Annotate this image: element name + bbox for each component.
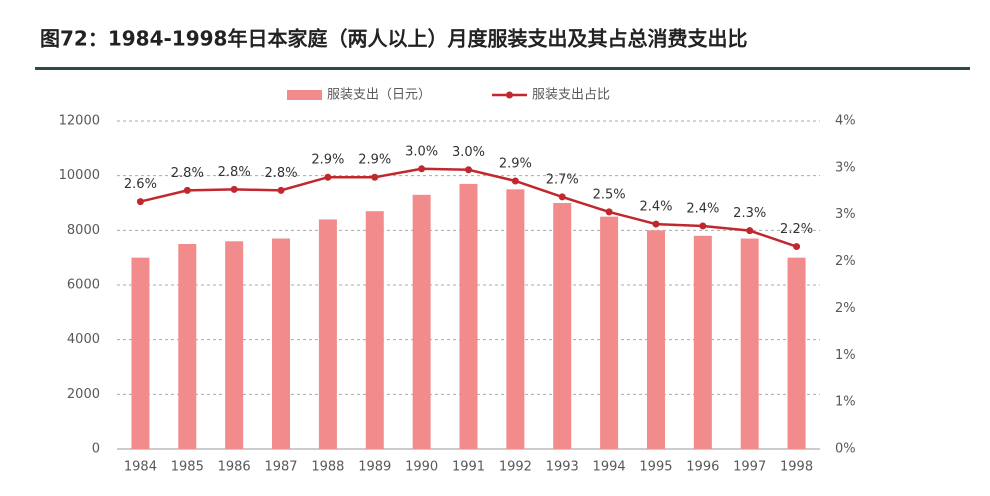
x-tick-label: 1992 <box>499 460 532 475</box>
x-tick-label: 1996 <box>686 460 719 475</box>
point <box>136 198 144 206</box>
data-label: 2.6% <box>124 177 157 192</box>
data-label: 2.2% <box>780 222 813 237</box>
x-tick-label: 1986 <box>218 460 251 475</box>
data-label: 3.0% <box>452 145 485 160</box>
bar <box>740 238 759 449</box>
y-tick-label: 4000 <box>67 332 100 347</box>
x-tick-label: 1998 <box>780 460 813 475</box>
data-label: 2.4% <box>686 201 719 216</box>
y-tick-label: 6000 <box>67 278 100 293</box>
point <box>652 220 660 228</box>
data-label: 3.0% <box>405 144 438 159</box>
y2-tick-label: 2% <box>835 301 856 316</box>
y2-tick-label: 1% <box>835 395 856 410</box>
bar <box>553 203 572 449</box>
y-tick-label: 0 <box>92 442 100 457</box>
point <box>605 208 613 216</box>
data-label: 2.3% <box>733 206 766 221</box>
legend-swatch <box>506 91 513 99</box>
x-tick-label: 1991 <box>452 460 485 475</box>
x-tick-label: 1997 <box>733 460 766 475</box>
point <box>746 227 754 235</box>
x-tick-label: 1995 <box>639 460 672 475</box>
point <box>277 186 285 194</box>
point <box>793 243 801 251</box>
bar <box>272 238 291 449</box>
point <box>558 193 566 201</box>
point <box>183 186 191 194</box>
y-tick-label: 12000 <box>59 114 100 129</box>
y-tick-label: 8000 <box>67 223 100 238</box>
bar <box>178 244 197 449</box>
bar <box>646 230 665 449</box>
data-label: 2.7% <box>546 172 579 187</box>
bar <box>131 257 150 449</box>
x-tick-label: 1994 <box>593 460 626 475</box>
data-label: 2.4% <box>639 200 672 215</box>
legend-swatch <box>287 90 322 100</box>
legend-label: 服装支出（日元） <box>327 88 431 103</box>
data-label: 2.9% <box>358 153 391 168</box>
bar <box>600 216 619 449</box>
data-label: 2.9% <box>499 156 532 171</box>
x-tick-label: 1985 <box>171 460 204 475</box>
point <box>230 185 238 193</box>
bar <box>225 241 244 449</box>
point <box>418 165 426 173</box>
chart-title: 图72：1984-1998年日本家庭（两人以上）月度服装支出及其占总消费支出比 <box>40 27 747 51</box>
bar <box>693 235 712 449</box>
point <box>511 177 519 185</box>
point <box>371 173 379 181</box>
y2-tick-label: 2% <box>835 254 856 269</box>
x-tick-label: 1989 <box>358 460 391 475</box>
title-rule <box>35 67 970 70</box>
bar <box>365 211 384 449</box>
bar <box>459 183 478 449</box>
y2-tick-label: 0% <box>835 442 856 457</box>
y2-tick-label: 4% <box>835 114 856 129</box>
bar <box>318 219 337 449</box>
point <box>699 222 707 230</box>
data-label: 2.5% <box>593 187 626 202</box>
point <box>465 166 472 174</box>
bar <box>506 189 525 450</box>
x-tick-label: 1987 <box>264 460 297 475</box>
data-label: 2.8% <box>171 166 204 181</box>
data-label: 2.9% <box>311 153 344 168</box>
x-tick-label: 1990 <box>405 460 438 475</box>
y2-tick-label: 3% <box>835 207 856 222</box>
y2-tick-label: 1% <box>835 348 856 363</box>
x-tick-label: 1984 <box>124 460 157 475</box>
x-tick-label: 1993 <box>546 460 579 475</box>
bar <box>787 257 806 449</box>
bar <box>412 194 431 449</box>
y-tick-label: 10000 <box>59 168 100 183</box>
legend-label: 服装支出占比 <box>532 88 610 103</box>
y-tick-label: 2000 <box>67 387 100 402</box>
data-label: 2.8% <box>265 166 298 181</box>
point <box>324 173 332 181</box>
x-tick-label: 1988 <box>311 460 344 475</box>
data-label: 2.8% <box>218 165 251 180</box>
y2-tick-label: 3% <box>835 160 856 175</box>
